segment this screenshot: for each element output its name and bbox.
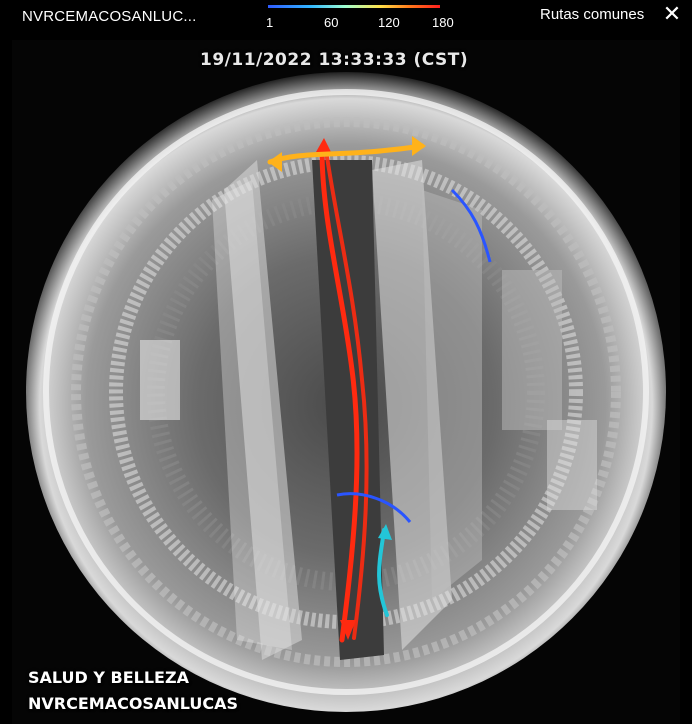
zone-label: SALUD Y BELLEZA: [28, 668, 189, 687]
legend-tick: 180: [432, 15, 454, 30]
camera-title: NVRCEMACOSANLUC...: [22, 8, 197, 25]
route-arrow-icon: [340, 620, 356, 640]
store-label: NVRCEMACOSANLUCAS: [28, 694, 238, 713]
routes-tab[interactable]: Rutas comunes: [540, 6, 645, 23]
camera-view: [12, 40, 680, 724]
route-arrow-icon: [378, 524, 392, 540]
legend-gradient-bar: [268, 5, 440, 8]
route-low: [450, 188, 492, 263]
video-timestamp: 19/11/2022 13:33:33 (CST): [200, 50, 469, 70]
route-arrow-icon: [412, 136, 426, 156]
route-arrow-icon: [268, 152, 282, 172]
route-high: [319, 147, 360, 643]
legend-tick: 120: [378, 15, 400, 30]
legend-tick: 60: [324, 15, 339, 30]
legend-tick: 1: [266, 15, 274, 30]
heat-legend: 1 60 120 180: [266, 5, 454, 35]
route-mid-low: [377, 528, 389, 617]
route-arrow-icon: [316, 138, 332, 154]
route-low: [336, 492, 412, 523]
top-bar: NVRCEMACOSANLUC... 1 60 120 180 Rutas co…: [0, 0, 692, 38]
close-icon[interactable]: ✕: [662, 1, 682, 26]
fisheye-image: [26, 72, 666, 712]
